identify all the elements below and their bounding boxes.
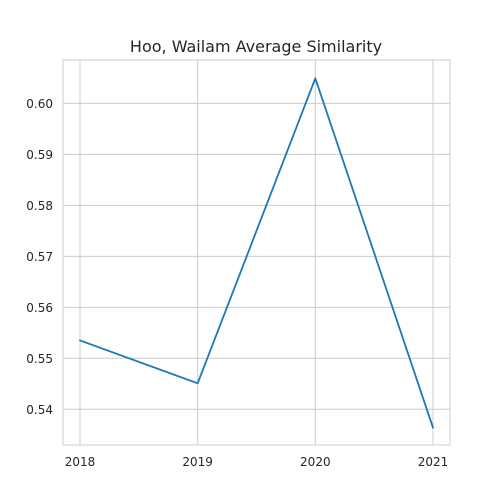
y-tick-label: 0.57 xyxy=(26,250,53,264)
y-tick-label: 0.59 xyxy=(26,148,53,162)
x-axis-ticks: 2018 2019 2020 2021 xyxy=(65,455,449,469)
y-axis-ticks: 0.54 0.55 0.56 0.57 0.58 0.59 0.60 xyxy=(26,97,53,417)
x-tick-label: 2021 xyxy=(418,455,449,469)
y-tick-label: 0.60 xyxy=(26,97,53,111)
y-tick-label: 0.55 xyxy=(26,352,53,366)
grid xyxy=(63,60,450,445)
y-tick-label: 0.54 xyxy=(26,403,53,417)
plot-frame xyxy=(62,59,451,446)
x-tick-label: 2018 xyxy=(65,455,96,469)
series-line xyxy=(79,77,434,429)
chart-title: Hoo, Wailam Average Similarity xyxy=(130,37,382,56)
x-tick-label: 2019 xyxy=(182,455,213,469)
series-layer xyxy=(79,77,434,429)
y-tick-label: 0.56 xyxy=(26,301,53,315)
x-tick-label: 2020 xyxy=(300,455,331,469)
y-tick-label: 0.58 xyxy=(26,199,53,213)
